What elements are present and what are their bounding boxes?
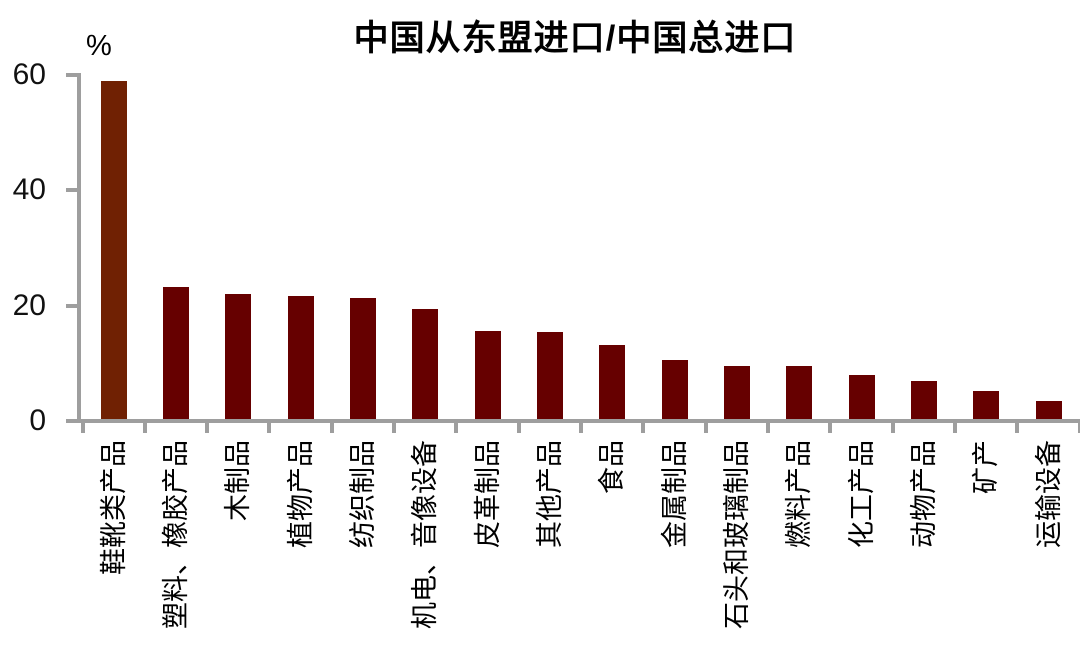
x-axis-label: 其他产品 (534, 440, 565, 548)
bar-7 (474, 330, 501, 419)
y-axis-tick-label: 60 (12, 57, 46, 91)
x-axis-tick (766, 423, 771, 433)
chart-title: 中国从东盟进口/中国总进口 (353, 19, 797, 58)
x-axis-tick (953, 423, 958, 433)
x-axis-label: 塑料、橡胶产品 (160, 440, 191, 629)
x-axis-tick (641, 423, 646, 433)
bar-1 (100, 80, 127, 419)
x-axis-label: 机电、音像设备 (410, 440, 441, 629)
x-axis-label: 运输设备 (1033, 440, 1064, 548)
x-axis-tick (516, 423, 521, 433)
x-axis-tick (80, 423, 85, 433)
bar-6 (412, 309, 439, 419)
bar-12 (786, 366, 813, 419)
bar-8 (536, 332, 563, 419)
x-axis-tick (205, 423, 210, 433)
x-axis-tick (142, 423, 147, 433)
x-axis-tick (329, 423, 334, 433)
bar-13 (848, 374, 875, 419)
x-axis-tick (392, 423, 397, 433)
x-axis-label: 皮革制品 (472, 440, 503, 548)
x-axis-tick (1015, 423, 1020, 433)
x-axis-tick (703, 423, 708, 433)
y-axis-tick (66, 303, 81, 308)
bar-15 (973, 390, 1000, 419)
x-axis-label: 燃料产品 (784, 440, 815, 548)
y-axis-unit-label: % (86, 30, 112, 62)
x-axis-tick (579, 423, 584, 433)
x-axis-tick (828, 423, 833, 433)
bar-3 (225, 294, 252, 419)
y-axis-line (77, 73, 81, 423)
y-axis-tick (66, 72, 81, 77)
bar-10 (661, 360, 688, 419)
x-axis-label: 矿产 (971, 440, 1002, 494)
y-axis-tick-label: 40 (12, 173, 46, 207)
bar-4 (287, 296, 314, 419)
y-axis-tick (66, 188, 81, 193)
x-axis-tick (890, 423, 895, 433)
x-axis-line (77, 419, 1080, 423)
y-axis-tick-label: 20 (12, 288, 46, 322)
x-axis-label: 木制品 (223, 440, 254, 521)
x-axis-tick (267, 423, 272, 433)
x-axis-label: 化工产品 (846, 440, 877, 548)
x-axis-label: 鞋靴类产品 (98, 440, 129, 575)
x-axis-label: 石头和玻璃制品 (721, 440, 752, 629)
x-axis-label: 纺织制品 (347, 440, 378, 548)
bar-2 (162, 287, 189, 419)
bar-14 (910, 381, 937, 419)
x-axis-tick (454, 423, 459, 433)
bar-5 (349, 297, 376, 419)
y-axis-tick (66, 419, 81, 423)
bar-16 (1035, 400, 1062, 419)
bar-9 (599, 344, 626, 419)
x-axis-label: 食品 (597, 440, 628, 494)
x-axis-tick (1077, 423, 1080, 433)
x-axis-label: 金属制品 (659, 440, 690, 548)
x-axis-label: 动物产品 (908, 440, 939, 548)
x-axis-label: 植物产品 (285, 440, 316, 548)
y-axis-tick-label: 0 (29, 404, 46, 437)
bar-11 (723, 365, 750, 419)
